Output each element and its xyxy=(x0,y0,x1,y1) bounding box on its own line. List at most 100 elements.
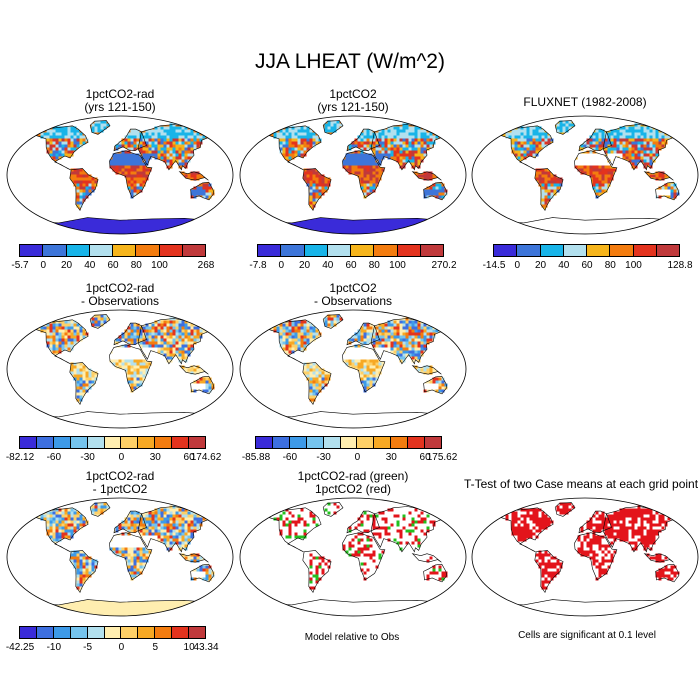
colorbar-tick-label: -10 xyxy=(46,642,62,653)
coastline-antarctica xyxy=(25,411,215,428)
coastline-asia xyxy=(137,124,217,171)
colorbar-swatch xyxy=(350,244,375,257)
coastline-indonesia xyxy=(178,365,209,375)
colorbar-swatches xyxy=(19,626,206,639)
panel-title-line1: 1pctCO2-rad xyxy=(85,281,155,295)
coastline-europe xyxy=(578,510,612,534)
coastline-australia xyxy=(190,563,215,583)
colorbar-swatches xyxy=(493,244,680,257)
colorbar-swatches xyxy=(257,244,444,257)
colorbar-rad-minus-1pctco2: -42.25 -10 -5 0 5 10 43.34 xyxy=(6,626,219,654)
colorbar-swatch xyxy=(69,436,88,449)
coastline-europe xyxy=(346,128,380,152)
coastline-antarctica xyxy=(258,411,448,428)
map-ttest xyxy=(471,497,699,617)
map-1pctco2 xyxy=(239,115,467,235)
colorbar-labels: -85.88 -60 -30 0 30 60 175.62 xyxy=(242,452,457,464)
coastline-asia xyxy=(137,318,217,365)
panel-title-line1: 1pctCO2-rad (green) xyxy=(297,469,409,483)
colorbar-swatch xyxy=(356,436,375,449)
colorbar-tick-label: 100 xyxy=(625,260,642,271)
colorbar-swatch xyxy=(586,244,611,257)
colorbar-tick-label: -60 xyxy=(282,452,298,463)
coastline-europe xyxy=(113,322,147,346)
coastline-greenland xyxy=(89,502,111,517)
colorbar-swatch xyxy=(69,626,88,639)
map-rad-minus-1pctco2 xyxy=(6,497,234,617)
colorbar-swatch xyxy=(516,244,541,257)
panel-title-line1: T-Test of two Case means at each grid po… xyxy=(463,477,699,491)
map-frame xyxy=(6,309,234,429)
colorbar-swatch xyxy=(103,436,122,449)
colorbar-swatch xyxy=(390,436,409,449)
coastline-australia xyxy=(655,181,680,201)
colorbar-swatch xyxy=(407,436,426,449)
colorbar-labels: -5.7 0 20 40 60 80 100 268 xyxy=(11,260,214,272)
colorbar-tick-label: 270.2 xyxy=(431,260,457,271)
map-frame xyxy=(6,497,234,617)
colorbar-swatch xyxy=(52,626,71,639)
coastline-southAmerica xyxy=(302,362,332,406)
colorbar-swatch xyxy=(35,626,54,639)
colorbar-tick-label: -30 xyxy=(80,452,95,463)
map-1pctco2-minus-obs xyxy=(239,309,467,429)
coastline-asia xyxy=(370,124,450,171)
colorbar-swatch xyxy=(52,436,71,449)
coastline-europe xyxy=(578,128,612,152)
colorbar-swatch xyxy=(419,244,444,257)
coastline-africa xyxy=(109,344,153,393)
colorbar-swatch xyxy=(112,244,137,257)
panel-title-line2: (yrs 121-150) xyxy=(317,100,389,114)
colorbar-swatch xyxy=(19,436,37,449)
colorbar-swatch xyxy=(120,436,139,449)
panel-title-line1: 1pctCO2 xyxy=(329,87,377,101)
colorbar-1pctco2-rad-minus-obs: -82.12 -60 -30 0 30 60 174.62 xyxy=(6,436,221,464)
coastline-southAmerica xyxy=(69,168,99,212)
colorbar-swatch xyxy=(171,436,190,449)
coastline-northAmerica xyxy=(30,319,89,365)
colorbar-swatch xyxy=(305,436,324,449)
coastline-europe xyxy=(113,510,147,534)
colorbar-swatch xyxy=(154,436,173,449)
coastline-southAmerica xyxy=(69,362,99,406)
coastline-africa xyxy=(574,150,618,199)
colorbar-swatch xyxy=(88,244,113,257)
colorbar-tick-label: 60 xyxy=(107,260,119,271)
note-model-relative: Model relative to Obs xyxy=(304,632,400,643)
colorbar-tick-label: 20 xyxy=(298,260,311,271)
coastline-australia xyxy=(190,181,215,201)
coastline-africa xyxy=(342,344,386,393)
colorbar-tick-label: 40 xyxy=(322,260,334,271)
coastline-antarctica xyxy=(25,217,215,234)
colorbar-tick-label: 60 xyxy=(419,452,431,463)
coastline-asia xyxy=(370,506,450,553)
colorbar-tick-label: -7.8 xyxy=(249,260,267,271)
colorbar-tick-label: 0 xyxy=(40,260,47,271)
colorbar-swatch xyxy=(424,436,442,449)
colorbar-swatch xyxy=(171,626,190,639)
colorbar-tick-label: 0 xyxy=(354,452,361,463)
colorbar-tick-label: -60 xyxy=(46,452,62,463)
panel-title-line2: - 1pctCO2 xyxy=(92,482,148,496)
coastline-australia xyxy=(423,375,448,395)
colorbar-tick-label: 100 xyxy=(389,260,406,271)
map-frame xyxy=(471,497,699,617)
colorbar-swatches xyxy=(255,436,442,449)
colorbar-swatch xyxy=(373,244,398,257)
colorbar-tick-label: 30 xyxy=(149,452,161,463)
coastline-africa xyxy=(574,532,618,581)
coastline-europe xyxy=(113,128,147,152)
colorbar-labels: -14.5 0 20 40 60 80 100 128.8 xyxy=(483,260,693,272)
colorbar-swatch xyxy=(188,436,206,449)
continent-northAmerica xyxy=(263,507,322,552)
colorbar-swatch xyxy=(86,626,105,639)
coastline-southAmerica xyxy=(302,550,332,594)
coastline-northAmerica xyxy=(30,507,89,553)
colorbar-tick-label: -85.88 xyxy=(241,452,271,463)
colorbar-tick-label: 0 xyxy=(118,642,125,653)
colorbar-tick-label: 128.8 xyxy=(667,260,693,271)
colorbar-swatch xyxy=(120,626,139,639)
coastline-australia xyxy=(190,375,215,395)
panel-title-line1: 1pctCO2-rad xyxy=(85,87,155,101)
colorbar-labels: -42.25 -10 -5 0 5 10 43.34 xyxy=(6,642,219,654)
